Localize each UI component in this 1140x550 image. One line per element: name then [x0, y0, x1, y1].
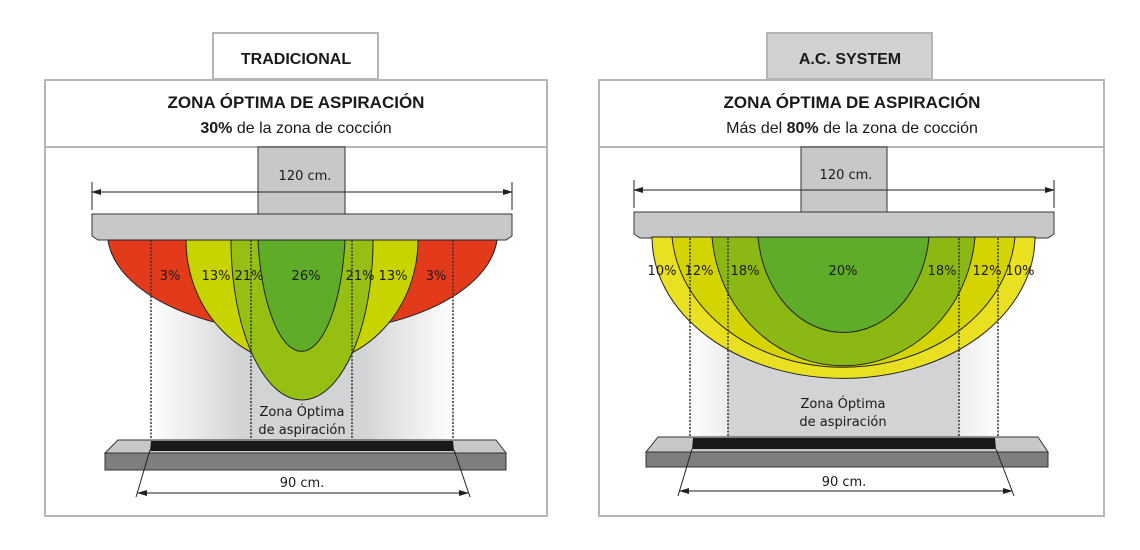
tab-ac-system — [766, 32, 933, 80]
cooktop-base — [645, 451, 1049, 468]
zone-20pct — [757, 236, 930, 333]
percent-label: 13% — [202, 269, 231, 284]
subtitle-text: de la zona de cocción — [232, 120, 391, 137]
percent-label: 26% — [292, 269, 321, 284]
subtitle-value: 30% — [200, 120, 232, 137]
subtitle-text: Más del — [726, 120, 786, 137]
percent-label: 20% — [829, 264, 858, 279]
percent-label: 12% — [973, 264, 1002, 279]
panel-subtitle: Más del 80% de la zona de cocción — [726, 120, 978, 137]
tab-label: A.C. SYSTEM — [799, 51, 901, 68]
panel-title: ZONA ÓPTIMA DE ASPIRACIÓN — [168, 93, 425, 112]
optimal-zone-label: de aspiración — [799, 415, 886, 430]
hood-width-label: 120 cm. — [820, 168, 873, 183]
optimal-zone-label: de aspiración — [258, 423, 345, 438]
traditional-panel: TRADICIONAL ZONA ÓPTIMA DE ASPIRACIÓN 30… — [44, 32, 548, 517]
tab-traditional — [212, 32, 379, 80]
cooktop-glass — [692, 438, 996, 449]
dimension-tick — [135, 449, 151, 498]
left-percentages: 3% 13% 21% 26% 21% 13% 3% — [160, 269, 447, 284]
percent-label: 18% — [928, 264, 957, 279]
subtitle-text: de la zona de cocción — [819, 120, 978, 137]
hood — [633, 211, 1055, 239]
percent-label: 18% — [731, 264, 760, 279]
percent-label: 12% — [685, 264, 714, 279]
right-percentages: 10% 12% 18% 20% 18% 12% 10% — [648, 264, 1035, 279]
ac-system-panel: A.C. SYSTEM ZONA ÓPTIMA DE ASPIRACIÓN Má… — [598, 32, 1105, 517]
tab-label: TRADICIONAL — [241, 51, 351, 68]
optimal-zone-label: Zona Óptima — [259, 404, 344, 420]
percent-label: 3% — [160, 269, 181, 284]
duct — [800, 146, 888, 213]
percent-label: 10% — [1006, 264, 1035, 279]
cooktop-width-label: 90 cm. — [280, 476, 325, 491]
cooktop-base — [104, 452, 507, 471]
cooktop-glass — [150, 441, 454, 451]
hood-width-label: 120 cm. — [279, 169, 332, 184]
hood — [91, 213, 513, 241]
cooktop-width-label: 90 cm. — [822, 475, 867, 490]
subtitle-value: 80% — [787, 120, 819, 137]
zone-26pct — [257, 239, 346, 352]
percent-label: 21% — [346, 269, 375, 284]
duct — [257, 146, 346, 215]
percent-label: 10% — [648, 264, 677, 279]
optimal-zone-label: Zona Óptima — [800, 396, 885, 412]
panel-subtitle: 30% de la zona de cocción — [200, 120, 391, 137]
panel-title: ZONA ÓPTIMA DE ASPIRACIÓN — [724, 93, 981, 112]
percent-label: 13% — [379, 269, 408, 284]
percent-label: 21% — [235, 269, 264, 284]
percent-label: 3% — [426, 269, 447, 284]
dimension-tick — [453, 449, 471, 498]
